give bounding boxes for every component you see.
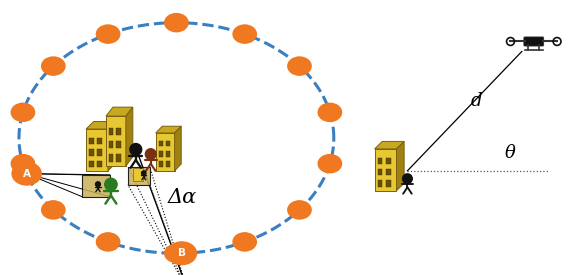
Ellipse shape <box>42 57 65 75</box>
Text: Δα: Δα <box>168 188 197 207</box>
Ellipse shape <box>97 25 120 43</box>
Bar <box>377 181 383 187</box>
Bar <box>386 158 391 164</box>
Bar <box>89 161 94 167</box>
Polygon shape <box>374 141 404 149</box>
Bar <box>166 151 170 157</box>
Bar <box>109 141 113 148</box>
Bar <box>97 161 102 167</box>
Bar <box>386 181 391 187</box>
Bar <box>106 116 126 166</box>
Bar <box>97 149 102 156</box>
Circle shape <box>130 144 142 155</box>
Ellipse shape <box>168 242 196 265</box>
Ellipse shape <box>12 162 41 185</box>
Polygon shape <box>106 107 133 116</box>
Bar <box>117 141 121 148</box>
Ellipse shape <box>42 201 65 219</box>
Bar <box>97 138 102 144</box>
Bar <box>109 154 113 162</box>
Bar <box>89 149 94 156</box>
Text: θ: θ <box>505 144 516 162</box>
Polygon shape <box>86 121 115 129</box>
Bar <box>166 141 170 147</box>
Ellipse shape <box>165 244 188 262</box>
Ellipse shape <box>11 155 35 173</box>
Bar <box>86 129 108 171</box>
Bar <box>133 168 143 181</box>
Bar <box>109 128 113 135</box>
Bar <box>117 154 121 162</box>
Ellipse shape <box>318 103 342 121</box>
Ellipse shape <box>233 233 256 251</box>
Polygon shape <box>156 126 181 133</box>
Text: B: B <box>178 248 186 258</box>
FancyBboxPatch shape <box>524 37 544 46</box>
Polygon shape <box>175 126 181 171</box>
Text: A: A <box>23 169 30 179</box>
Ellipse shape <box>288 57 311 75</box>
Polygon shape <box>126 107 133 166</box>
Bar <box>386 169 391 176</box>
Bar <box>159 151 163 157</box>
Polygon shape <box>128 167 150 185</box>
Bar <box>159 141 163 147</box>
Circle shape <box>96 182 100 187</box>
Polygon shape <box>108 121 115 171</box>
Ellipse shape <box>318 155 342 173</box>
Circle shape <box>142 171 146 175</box>
Bar <box>117 128 121 135</box>
Bar <box>166 161 170 167</box>
Bar <box>159 161 163 167</box>
Ellipse shape <box>11 103 35 121</box>
Ellipse shape <box>165 14 188 32</box>
Bar <box>89 138 94 144</box>
Bar <box>377 169 383 176</box>
Circle shape <box>105 178 117 191</box>
Text: d: d <box>471 92 482 110</box>
Ellipse shape <box>233 25 256 43</box>
Bar <box>374 149 397 191</box>
Circle shape <box>403 174 413 184</box>
Circle shape <box>145 149 156 160</box>
Ellipse shape <box>97 233 120 251</box>
Polygon shape <box>82 175 110 197</box>
Bar <box>156 133 175 171</box>
Ellipse shape <box>288 201 311 219</box>
Bar <box>377 158 383 164</box>
Polygon shape <box>397 141 404 191</box>
